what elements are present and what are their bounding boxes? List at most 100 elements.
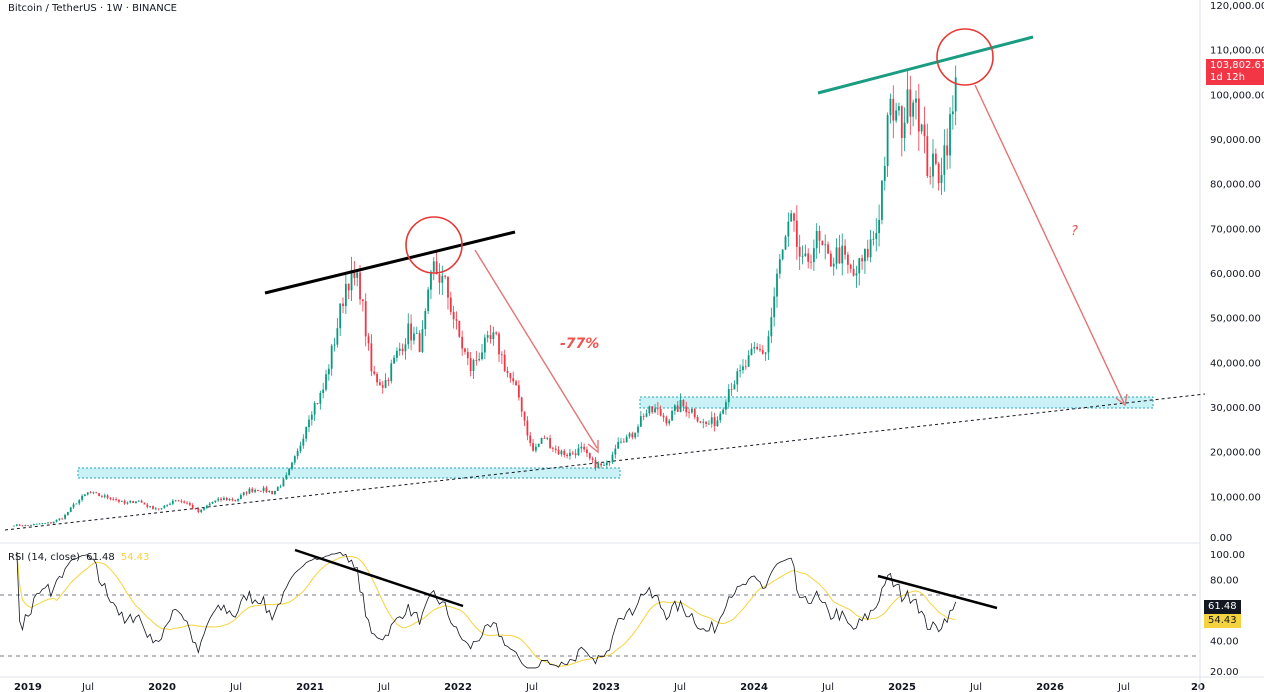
last-price-value: 103,802.61: [1210, 60, 1264, 71]
candle-body: [588, 453, 591, 459]
candle-body: [188, 502, 191, 505]
rsi-tick-label: 20.00: [1210, 667, 1239, 678]
candle-body: [464, 348, 466, 352]
resistance-line-2025[interactable]: [817, 35, 1034, 95]
candle-body: [285, 475, 288, 480]
arrow-head-icon: [1115, 393, 1128, 407]
candle-body: [339, 303, 342, 329]
time-tick-label: 2024: [740, 682, 768, 692]
rsi-ma-line: [16, 552, 956, 667]
candle-body: [756, 346, 759, 349]
candle-body: [169, 503, 171, 505]
candle-body: [878, 219, 881, 234]
rsi-legend[interactable]: RSI (14, close) 61.48 54.43: [8, 552, 149, 563]
candle-body: [625, 436, 628, 443]
candle-body: [702, 421, 705, 423]
candle-body: [112, 499, 115, 500]
candle-body: [716, 420, 719, 427]
candle-body: [909, 89, 912, 117]
candle-body: [109, 497, 112, 500]
candle-body: [242, 492, 245, 496]
dashed-trendline[interactable]: [4, 393, 1206, 531]
candle-body: [217, 498, 220, 501]
candle-body: [101, 496, 103, 497]
candle-body: [163, 505, 166, 509]
drop-arrow-2022[interactable]: [474, 249, 598, 449]
candle-body: [458, 320, 461, 337]
candle-body: [115, 499, 118, 501]
candle-body: [384, 380, 387, 388]
candle-body: [274, 490, 276, 495]
candle-body: [393, 357, 395, 364]
candle-body: [316, 403, 319, 404]
candle-body: [603, 465, 605, 466]
candle-body: [512, 378, 515, 382]
candle-body: [38, 523, 41, 525]
candle-body: [912, 102, 915, 117]
resistance-line-2021[interactable]: [264, 230, 516, 295]
candle-body: [798, 246, 801, 257]
candle-body: [373, 371, 376, 374]
price-axis[interactable]: 120,000.00 110,000.00 100,000.00 90,000.00 8…: [1210, 1, 1264, 678]
peak-circle-2025[interactable]: [936, 28, 994, 86]
candle-body: [498, 333, 500, 355]
price-tick-label: 60,000.00: [1210, 269, 1261, 280]
support-zone-upper[interactable]: [639, 396, 1154, 409]
candle-body: [767, 336, 770, 353]
candle-body: [557, 450, 560, 455]
candle-body: [438, 274, 441, 283]
time-tick-label: 2026: [1036, 682, 1064, 692]
candle-body: [149, 506, 152, 507]
candle-body: [299, 445, 302, 451]
candle-body: [583, 446, 586, 450]
candle-body: [424, 310, 427, 330]
candle-body: [719, 413, 722, 421]
bar-countdown: 1d 12h: [1210, 72, 1245, 83]
candle-body: [639, 416, 642, 427]
rsi-tick-label: 40.00: [1210, 637, 1239, 648]
projected-drop-arrow[interactable]: [974, 84, 1125, 404]
candle-body: [237, 498, 239, 501]
candle-body: [86, 492, 89, 495]
candle-body: [761, 350, 764, 354]
rsi-divergence-line-2025[interactable]: [877, 574, 998, 610]
candle-body: [537, 443, 540, 447]
candle-body: [356, 272, 359, 278]
candle-body: [132, 500, 135, 503]
time-tick-label: Jul: [81, 682, 94, 692]
candle-body: [895, 110, 898, 121]
candle-body: [376, 373, 378, 383]
candle-body: [378, 382, 381, 386]
symbol-title[interactable]: Bitcoin / TetherUS · 1W · BINANCE: [8, 3, 178, 14]
rsi-divergence-line-2021[interactable]: [294, 548, 464, 608]
candle-body: [866, 248, 869, 258]
candle-body: [370, 343, 373, 372]
support-zone-lower[interactable]: [77, 467, 621, 479]
time-tick-label: 2021: [296, 682, 324, 692]
candle-body: [872, 238, 875, 240]
candle-body: [810, 261, 812, 263]
candle-body: [509, 373, 512, 379]
candle-body: [222, 498, 225, 500]
time-axis[interactable]: 2019 Jul 2020 Jul 2021 Jul 2022 Jul 2023 Jul 2024 J…: [14, 682, 1205, 692]
candle-body: [529, 435, 532, 444]
price-tick-label: 10,000.00: [1210, 492, 1261, 503]
candle-body: [106, 495, 109, 498]
candle-body: [271, 491, 274, 495]
candle-body: [160, 508, 163, 510]
candle-body: [129, 500, 132, 503]
candle-body: [44, 522, 47, 524]
candle-body: [520, 397, 523, 412]
candle-body: [322, 389, 325, 393]
candle-body: [881, 180, 883, 220]
peak-circle-2021[interactable]: [405, 216, 463, 274]
candle-body: [920, 124, 923, 132]
price-tick-label: 80,000.00: [1210, 180, 1261, 191]
candle-body: [943, 145, 946, 175]
candles: [13, 65, 957, 527]
candle-body: [123, 500, 126, 504]
candle-body: [549, 438, 551, 448]
candle-body: [875, 233, 878, 239]
